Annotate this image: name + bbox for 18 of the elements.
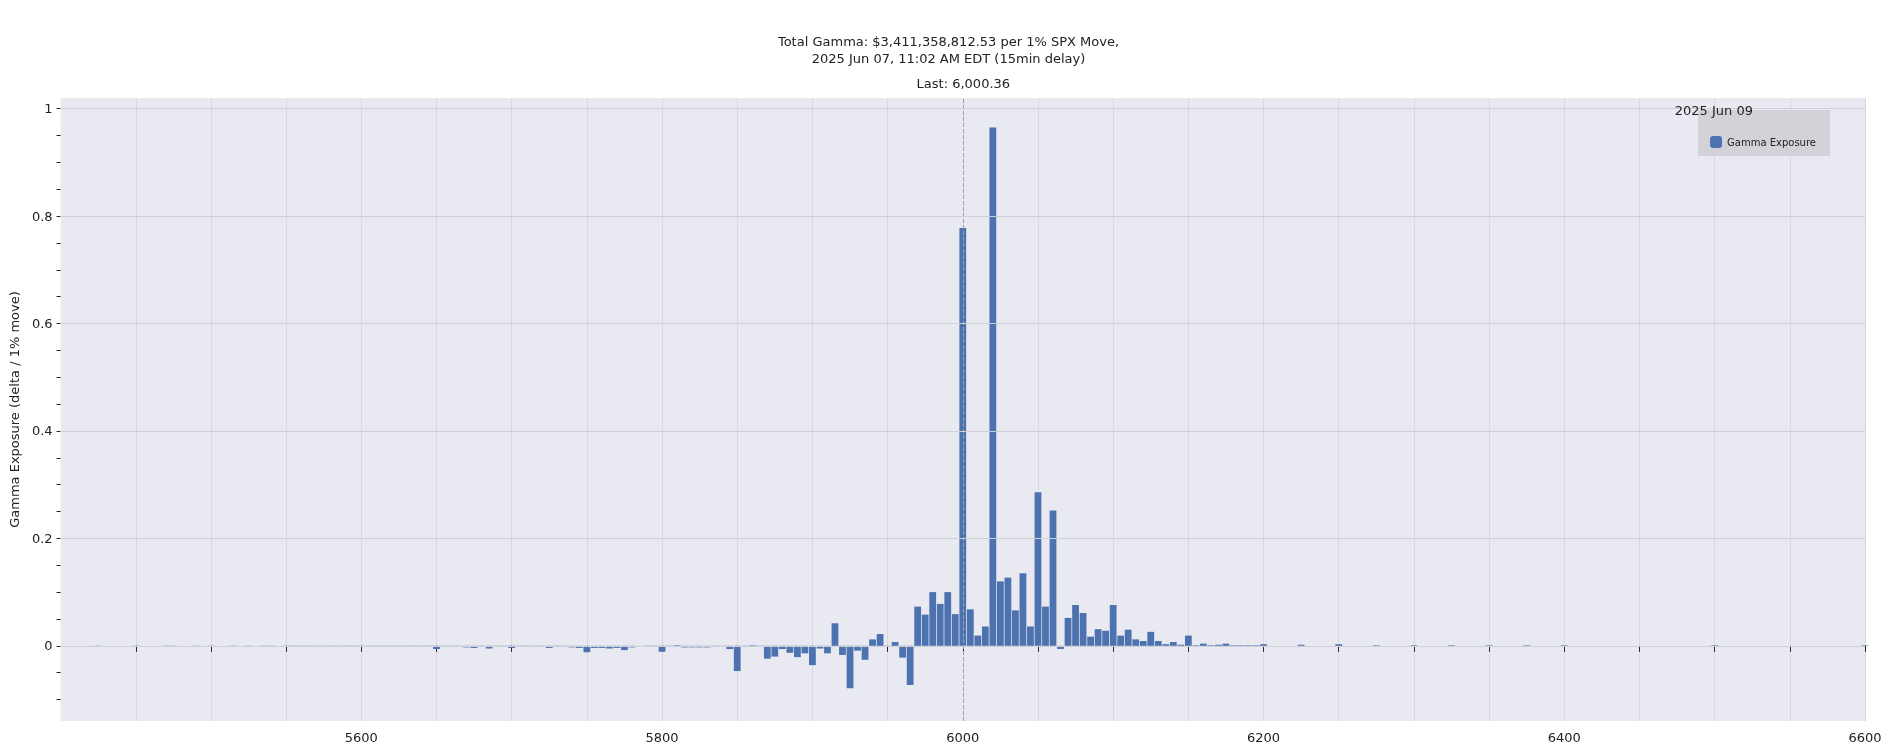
x-tick-label: 6400: [1547, 730, 1581, 744]
legend-label: Gamma Exposure: [1727, 136, 1817, 148]
x-tick-label: 5600: [344, 730, 378, 744]
y-axis-title: Gamma Exposure (delta / 1% move): [7, 291, 22, 528]
x-tick-label: 5800: [645, 730, 679, 744]
y-tick-label: 0.8: [31, 208, 53, 224]
x-tick-label: 6000: [946, 730, 980, 744]
y-tick-label: 0: [44, 638, 53, 654]
y-tick-label: 0.6: [31, 316, 53, 332]
legend-title: 2025 Jun 09: [1674, 103, 1753, 118]
chart-title: Total Gamma: $3,411,358,812.53 per 1% SPX Move,: [776, 34, 1120, 49]
chart-subtitle: 2025 Jun 07, 11:02 AM EDT (15min delay): [811, 51, 1086, 66]
x-tick-label: 6600: [1848, 730, 1882, 744]
ref-line-label: Last: 6,000.36: [916, 76, 1011, 91]
x-tick-label: 6200: [1246, 730, 1281, 744]
y-tick-label: 1: [44, 101, 53, 117]
y-tick-label: 0.4: [31, 423, 53, 439]
y-tick-label: 0.2: [31, 530, 53, 546]
